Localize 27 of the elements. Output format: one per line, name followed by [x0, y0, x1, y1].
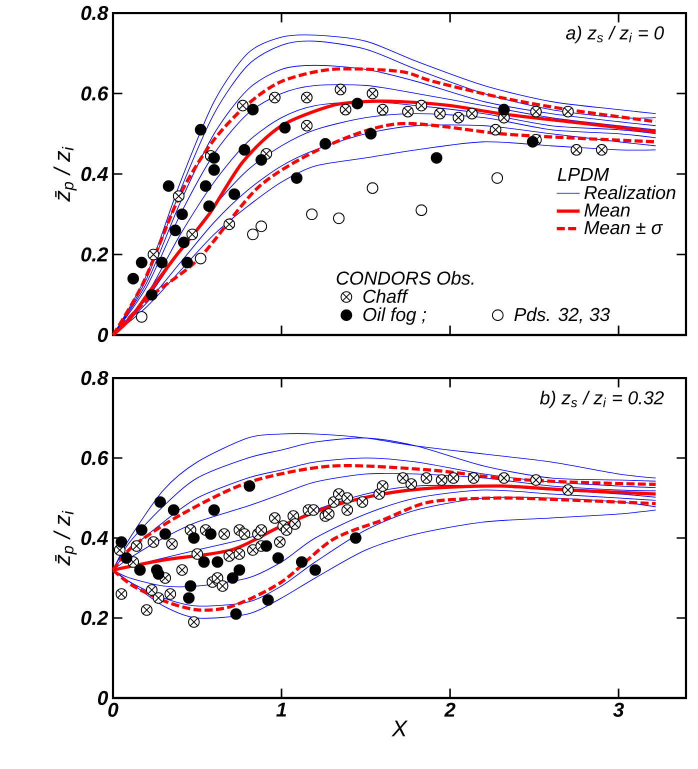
y-axis-title: z̄$_{p}$ / z$_{i}$ — [54, 510, 77, 566]
legend-label: Realization — [584, 185, 676, 200]
legend-label: Mean ± σ — [584, 221, 663, 234]
y-tick-label: 0.8 — [81, 370, 108, 386]
x-tick-label: 3 — [613, 702, 624, 717]
legend-label: Pds. 32, 33 — [514, 307, 610, 324]
text: b) z$_{s}$ / z$_{i}$ = 0.32 — [540, 390, 664, 408]
y-tick-label: 0.4 — [81, 530, 108, 546]
x-axis-title: X — [392, 720, 408, 736]
legend-label: Oil fog ; — [363, 307, 426, 325]
y-tick-label: 0.6 — [81, 450, 108, 466]
x-tick-label: 0 — [108, 702, 118, 717]
annotation: CONDORS Obs. — [336, 271, 474, 285]
y-tick-label: 0.2 — [81, 610, 108, 626]
y-tick-label: 0.6 — [81, 86, 108, 101]
x-tick-label: 1 — [276, 702, 286, 716]
y-tick-label: 0.8 — [81, 6, 108, 20]
y-tick-label: 0 — [98, 690, 108, 706]
text: a) z$_{s}$ / z$_{i}$ = 0 — [566, 26, 664, 44]
legend-label: Mean — [584, 204, 630, 217]
y-tick-label: 0.2 — [81, 247, 108, 262]
y-axis-title: z̄$_{p}$ / z$_{i}$ — [54, 146, 77, 202]
y-tick-label: 0.4 — [81, 166, 108, 182]
y-tick-label: 0 — [98, 328, 108, 342]
legend-label: Chaff — [363, 289, 409, 303]
legend-title: LPDM — [558, 168, 610, 181]
x-tick-label: 2 — [444, 702, 456, 717]
